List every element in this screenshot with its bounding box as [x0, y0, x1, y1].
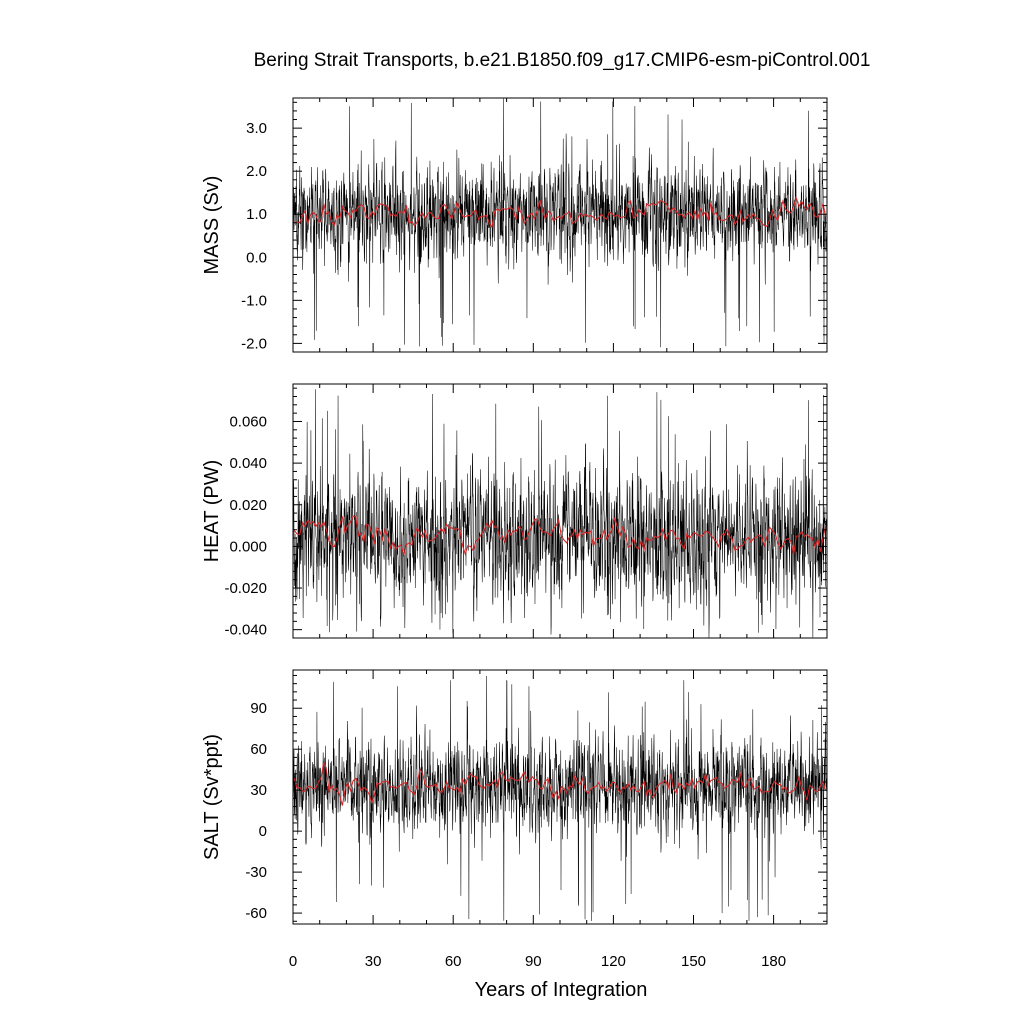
y-tick-label: 0.0: [246, 249, 267, 266]
x-tick-label: 150: [681, 953, 706, 970]
y-axis-label-2: SALT (Sv*ppt): [201, 734, 223, 860]
panel-0: 3.0 2.0 1.0 0.0 -1.0 -2.0 MASS (Sv): [201, 97, 828, 353]
y-axis-label-0: MASS (Sv): [201, 176, 223, 275]
y-tick-label: 0.040: [229, 455, 267, 472]
x-tick-label: 30: [365, 953, 382, 970]
y-tick-label: -1.0: [241, 292, 267, 309]
x-axis-label: Years of Integration: [475, 979, 648, 1001]
annual-series-line-2: [293, 760, 827, 806]
y-tick-label: -2.0: [241, 335, 267, 352]
x-tick-label: 0: [289, 953, 297, 970]
monthly-series-line-2: [293, 675, 827, 922]
x-tick-label: 60: [445, 953, 462, 970]
x-tick-label: 90: [525, 953, 542, 970]
y-tick-label: 0.060: [229, 413, 267, 430]
y-tick-label: 1.0: [246, 206, 267, 223]
y-tick-label: 90: [250, 700, 267, 717]
panel-1: 0.060 0.040 0.020 0.000 -0.020 -0.040 HEAT (PW…: [201, 383, 828, 639]
y-tick-label: 60: [250, 741, 267, 758]
y-tick-label: 0.020: [229, 497, 267, 514]
y-tick-label: -60: [245, 905, 267, 922]
x-tick-label: 180: [761, 953, 786, 970]
chart-title: Bering Strait Transports, b.e21.B1850.f0…: [254, 50, 871, 71]
y-tick-label: -30: [245, 864, 267, 881]
monthly-series-line-1: [293, 389, 827, 638]
panel-2: 90 60 30 0 -30 -60 SALT (Sv*ppt) 0 30 60 90 120 150 1…: [201, 669, 828, 970]
y-tick-label: 3.0: [246, 120, 267, 137]
y-axis-label-1: HEAT (PW): [201, 460, 223, 563]
y-tick-label: -0.020: [224, 580, 267, 597]
x-tick-label: 120: [601, 953, 626, 970]
monthly-series-line-0: [293, 98, 827, 348]
y-tick-label: 2.0: [246, 163, 267, 180]
annual-series-line-0: [294, 196, 827, 229]
y-tick-label: 0.000: [229, 538, 267, 555]
y-tick-label: 30: [250, 782, 267, 799]
y-tick-label: -0.040: [224, 622, 267, 639]
y-tick-label: 0: [259, 823, 267, 840]
annual-series-line-1: [293, 515, 827, 558]
